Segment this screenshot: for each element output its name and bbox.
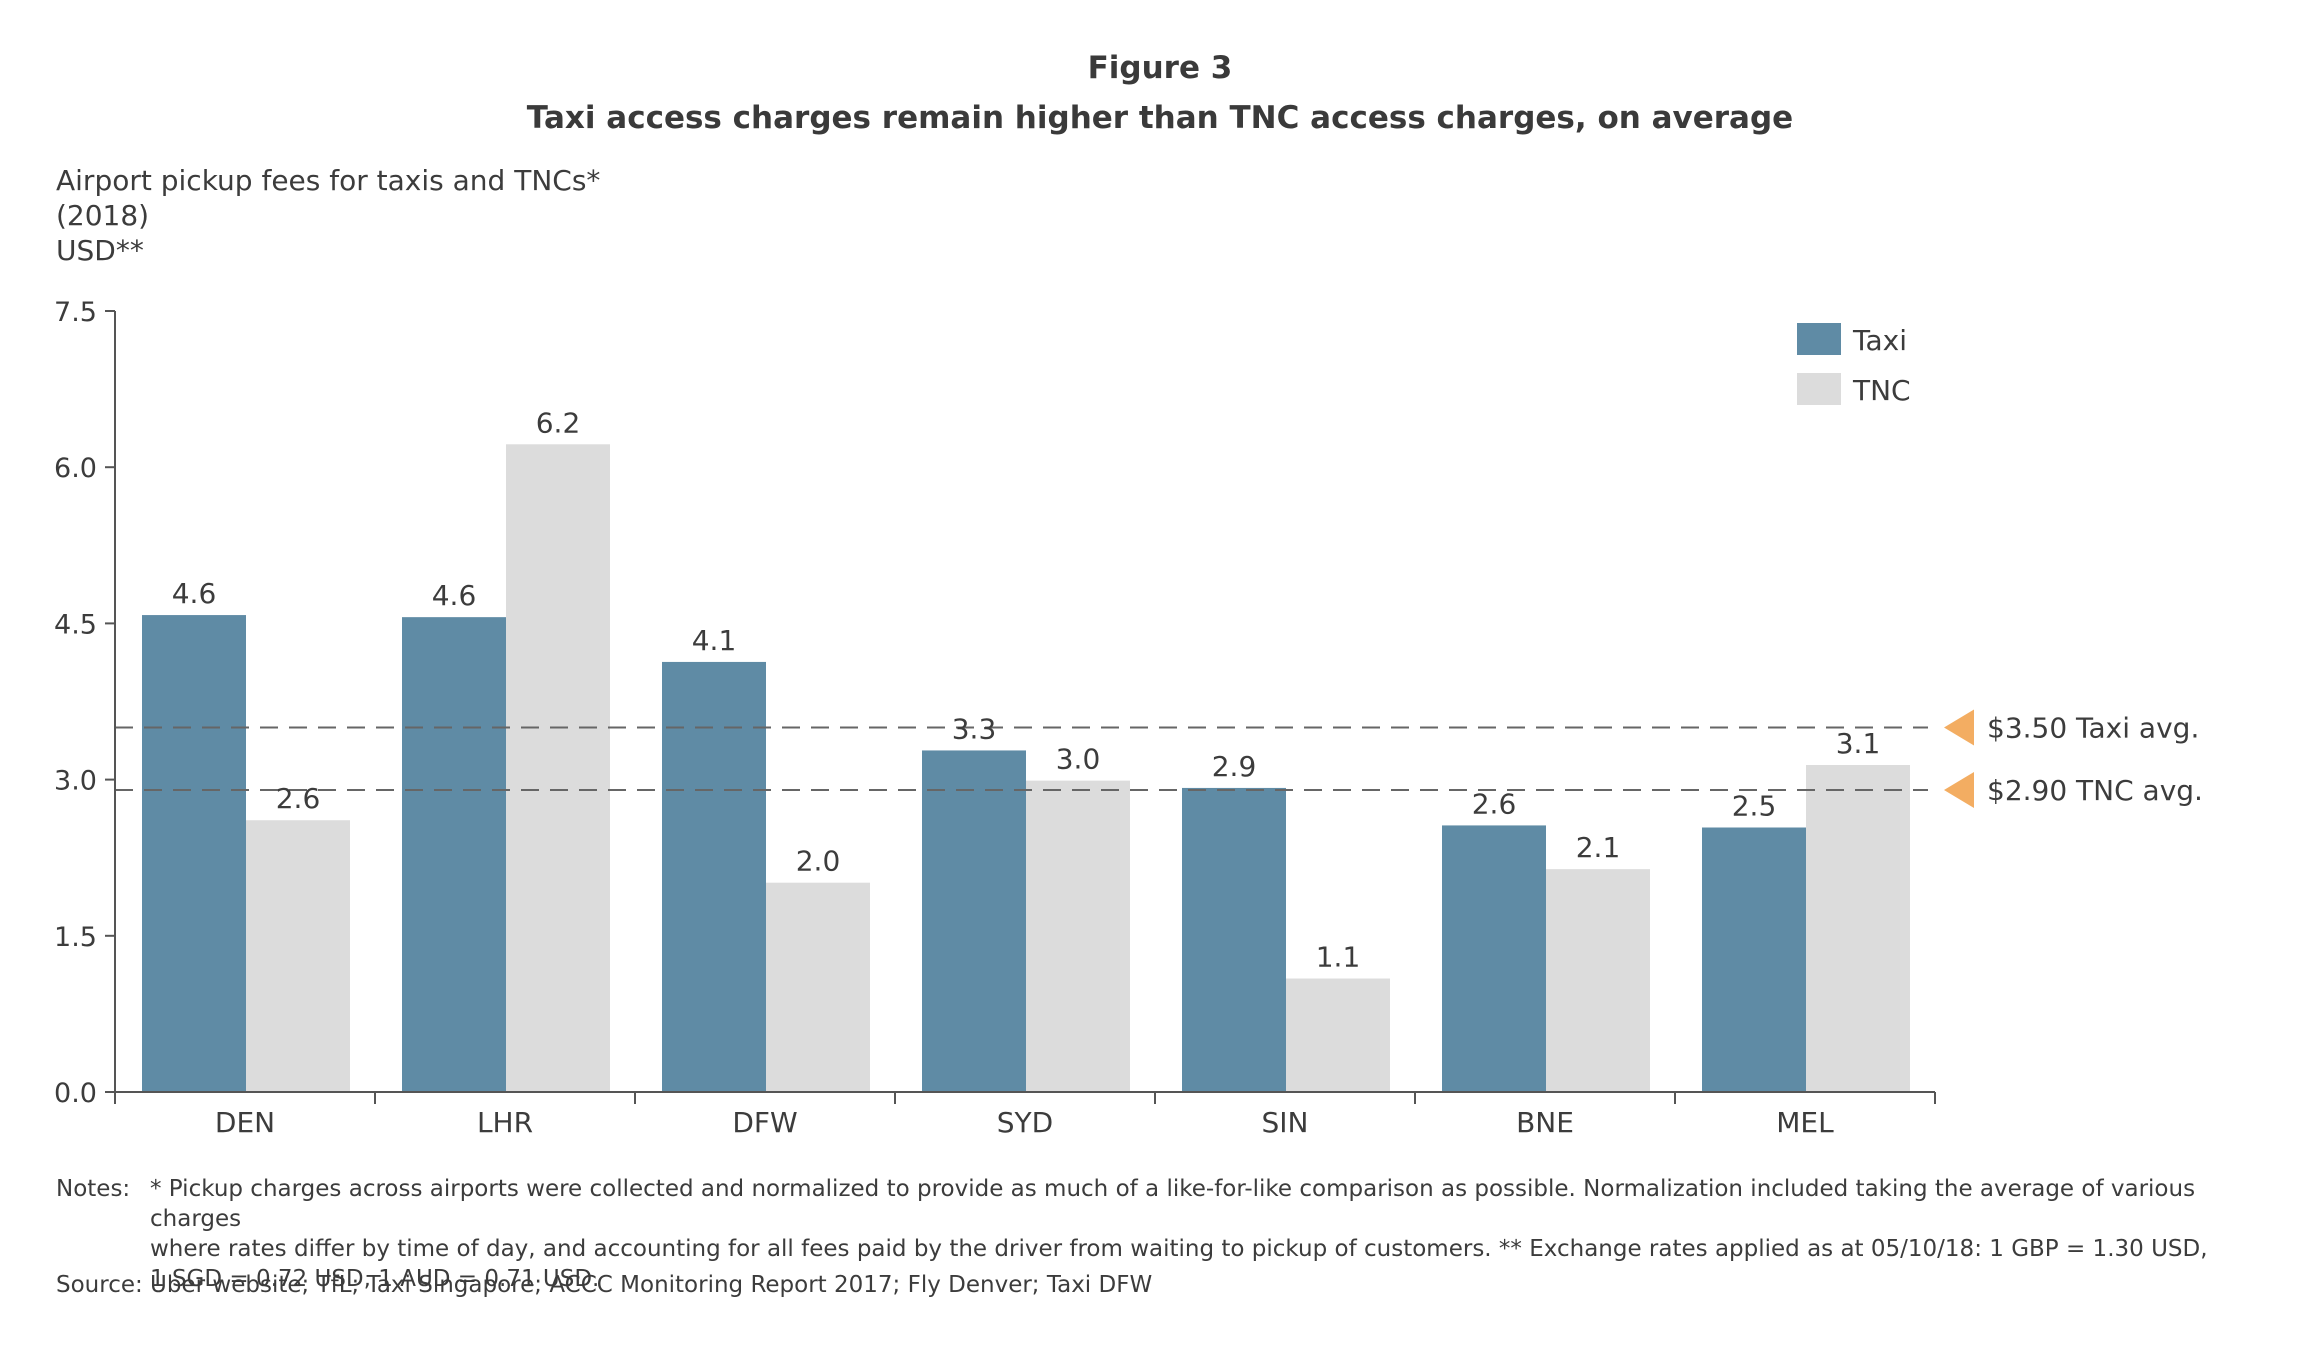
y-axis-unit: USD**: [56, 234, 144, 267]
bar-taxi-syd: [922, 750, 1026, 1092]
bar-taxi-den: [142, 615, 246, 1092]
legend-swatch-taxi: [1797, 323, 1841, 355]
data-label: 4.6: [172, 577, 217, 610]
data-label: 1.1: [1316, 940, 1361, 973]
x-tick-label: LHR: [477, 1106, 533, 1139]
figure-number: Figure 3: [1087, 50, 1233, 86]
bar-tnc-bne: [1546, 869, 1650, 1092]
y-tick-label: 7.5: [54, 297, 97, 328]
y-tick-label: 3.0: [54, 766, 97, 797]
reference-label: $2.90 TNC avg.: [1987, 774, 2203, 807]
notes-line-1: * Pickup charges across airports were co…: [150, 1176, 2196, 1232]
data-label: 4.1: [692, 624, 737, 657]
bar-taxi-sin: [1182, 787, 1286, 1092]
y-tick-label: 0.0: [54, 1078, 97, 1109]
reference-marker-icon: [1944, 772, 1974, 809]
data-label: 4.6: [432, 579, 477, 612]
x-tick-label: DFW: [732, 1106, 797, 1139]
bar-taxi-mel: [1702, 827, 1806, 1092]
x-tick-label: BNE: [1516, 1106, 1574, 1139]
data-label: 3.3: [952, 712, 997, 745]
x-tick-label: MEL: [1776, 1106, 1834, 1139]
bar-tnc-lhr: [506, 444, 610, 1093]
bar-tnc-mel: [1806, 765, 1910, 1092]
notes-line-3: 1 SGD = 0.72 USD, 1 AUD = 0.71 USD.: [150, 1266, 600, 1292]
y-tick-label: 4.5: [54, 609, 97, 640]
x-tick-label: DEN: [215, 1106, 275, 1139]
data-label: 2.6: [1472, 787, 1517, 820]
bar-tnc-dfw: [766, 882, 870, 1092]
data-label: 3.0: [1056, 743, 1101, 776]
chart-title: Airport pickup fees for taxis and TNCs*: [56, 164, 601, 197]
y-tick-label: 6.0: [54, 453, 97, 484]
reference-label: $3.50 Taxi avg.: [1987, 712, 2199, 745]
reference-marker-icon: [1944, 709, 1974, 746]
data-label: 2.0: [796, 845, 841, 878]
notes-label: Notes:: [56, 1176, 131, 1202]
bar-tnc-syd: [1026, 780, 1130, 1092]
x-tick-label: SIN: [1262, 1106, 1309, 1139]
data-label: 2.5: [1732, 790, 1777, 823]
bar-chart: 0.0 1.5 3.0 4.5 6.0 7.5 $3.50 Taxi avg. $2.90 T…: [54, 297, 2203, 1139]
data-label: 2.1: [1576, 831, 1621, 864]
legend-label: TNC: [1852, 374, 1911, 407]
figure-title: Taxi access charges remain higher than T…: [526, 100, 1794, 136]
bar-tnc-sin: [1286, 978, 1390, 1092]
bar-tnc-den: [246, 820, 350, 1092]
legend-label: Taxi: [1852, 324, 1907, 357]
bar-taxi-bne: [1442, 825, 1546, 1092]
data-label: 3.1: [1836, 727, 1881, 760]
x-tick-label: SYD: [997, 1106, 1053, 1139]
data-label: 2.9: [1212, 750, 1257, 783]
bar-taxi-lhr: [402, 617, 506, 1092]
y-tick-label: 1.5: [54, 922, 97, 953]
chart-subtitle: (2018): [56, 199, 150, 232]
legend-swatch-tnc: [1797, 373, 1841, 405]
bar-taxi-dfw: [662, 661, 766, 1092]
source-note: Source: Uber website; TfL; Taxi Singapor…: [56, 1272, 1153, 1298]
notes-line-2: where rates differ by time of day, and a…: [150, 1236, 2208, 1262]
data-label: 6.2: [536, 406, 581, 439]
data-label: 2.6: [276, 782, 321, 815]
